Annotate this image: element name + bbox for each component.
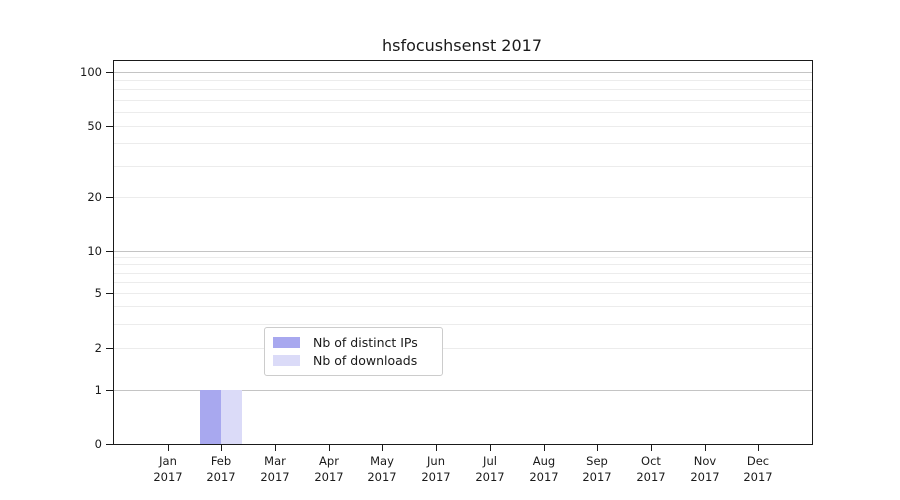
plot-area: 0 1 2 5 10 20 50 100 Jan 2017 Feb 2017 Mar 2017 Apr…: [80, 60, 813, 484]
y-axis-tick-label: 5: [94, 286, 102, 300]
x-axis-tick-label: Aug 2017: [529, 454, 559, 484]
y-axis-tick: [106, 251, 113, 252]
bar-nb-of-downloads: [221, 390, 242, 444]
y-axis-tick: [106, 293, 113, 294]
minor-gridline: [114, 273, 812, 274]
chart-title: hsfocushsenst 2017: [381, 36, 543, 55]
legend: Nb of distinct IPs Nb of downloads: [264, 327, 443, 376]
y-axis-tick-label: 100: [80, 65, 102, 79]
minor-gridline: [114, 143, 812, 144]
x-axis-tick-label: Dec 2017: [743, 454, 773, 484]
y-axis-tick: [106, 126, 113, 127]
minor-gridline: [114, 89, 812, 90]
y-axis-tick: [106, 444, 113, 445]
y-axis-tick: [106, 348, 113, 349]
x-axis-tick-label: Jun 2017: [421, 454, 451, 484]
y-axis-tick-label: 2: [94, 341, 102, 355]
x-axis-tick: [490, 444, 491, 451]
bar-nb-of-distinct-ips: [200, 390, 221, 444]
legend-swatch-downloads: [273, 355, 300, 366]
major-gridline: [114, 390, 812, 391]
x-axis-tick: [544, 444, 545, 451]
minor-gridline: [114, 100, 812, 101]
x-axis-tick-label: Apr 2017: [314, 454, 344, 484]
minor-gridline: [114, 282, 812, 283]
x-axis-tick: [758, 444, 759, 451]
x-axis-tick: [382, 444, 383, 451]
x-axis-tick-label: Mar 2017: [260, 454, 290, 484]
minor-gridline: [114, 324, 812, 325]
x-axis-tick-label: Jan 2017: [153, 454, 183, 484]
minor-gridline: [114, 166, 812, 167]
legend-swatch-distinct-ips: [273, 337, 300, 348]
minor-gridline: [114, 197, 812, 198]
minor-gridline: [114, 293, 812, 294]
y-axis-tick-label: 10: [87, 244, 102, 258]
x-axis-tick-label: Sep 2017: [582, 454, 612, 484]
minor-gridline: [114, 257, 812, 258]
y-axis-tick: [106, 390, 113, 391]
legend-label: Nb of downloads: [313, 353, 418, 368]
x-axis-tick: [651, 444, 652, 451]
major-gridline: [114, 72, 812, 73]
x-axis-tick: [275, 444, 276, 451]
x-axis-tick-label: Oct 2017: [636, 454, 666, 484]
y-axis-tick: [106, 197, 113, 198]
y-axis-tick-label: 20: [87, 190, 102, 204]
major-gridline: [114, 251, 812, 252]
y-axis-tick-label: 50: [87, 119, 102, 133]
y-axis-tick-label: 1: [94, 383, 102, 397]
y-axis-tick-label: 0: [94, 437, 102, 451]
x-axis-tick-label: Feb 2017: [206, 454, 236, 484]
minor-gridline: [114, 80, 812, 81]
minor-gridline: [114, 306, 812, 307]
x-axis-tick: [436, 444, 437, 451]
x-axis-tick: [168, 444, 169, 451]
minor-gridline: [114, 264, 812, 265]
x-axis-tick-label: Nov 2017: [690, 454, 720, 484]
x-axis-tick-label: May 2017: [367, 454, 397, 484]
x-axis-tick: [705, 444, 706, 451]
legend-entry-distinct-ips: Nb of distinct IPs: [273, 334, 433, 351]
x-axis-tick: [597, 444, 598, 451]
x-axis-tick: [221, 444, 222, 451]
x-axis-tick-label: Jul 2017: [475, 454, 505, 484]
x-axis-tick: [329, 444, 330, 451]
legend-label: Nb of distinct IPs: [313, 335, 418, 350]
legend-entry-downloads: Nb of downloads: [273, 352, 433, 369]
minor-gridline: [114, 112, 812, 113]
y-axis-tick: [106, 72, 113, 73]
minor-gridline: [114, 126, 812, 127]
minor-gridline: [114, 348, 812, 349]
